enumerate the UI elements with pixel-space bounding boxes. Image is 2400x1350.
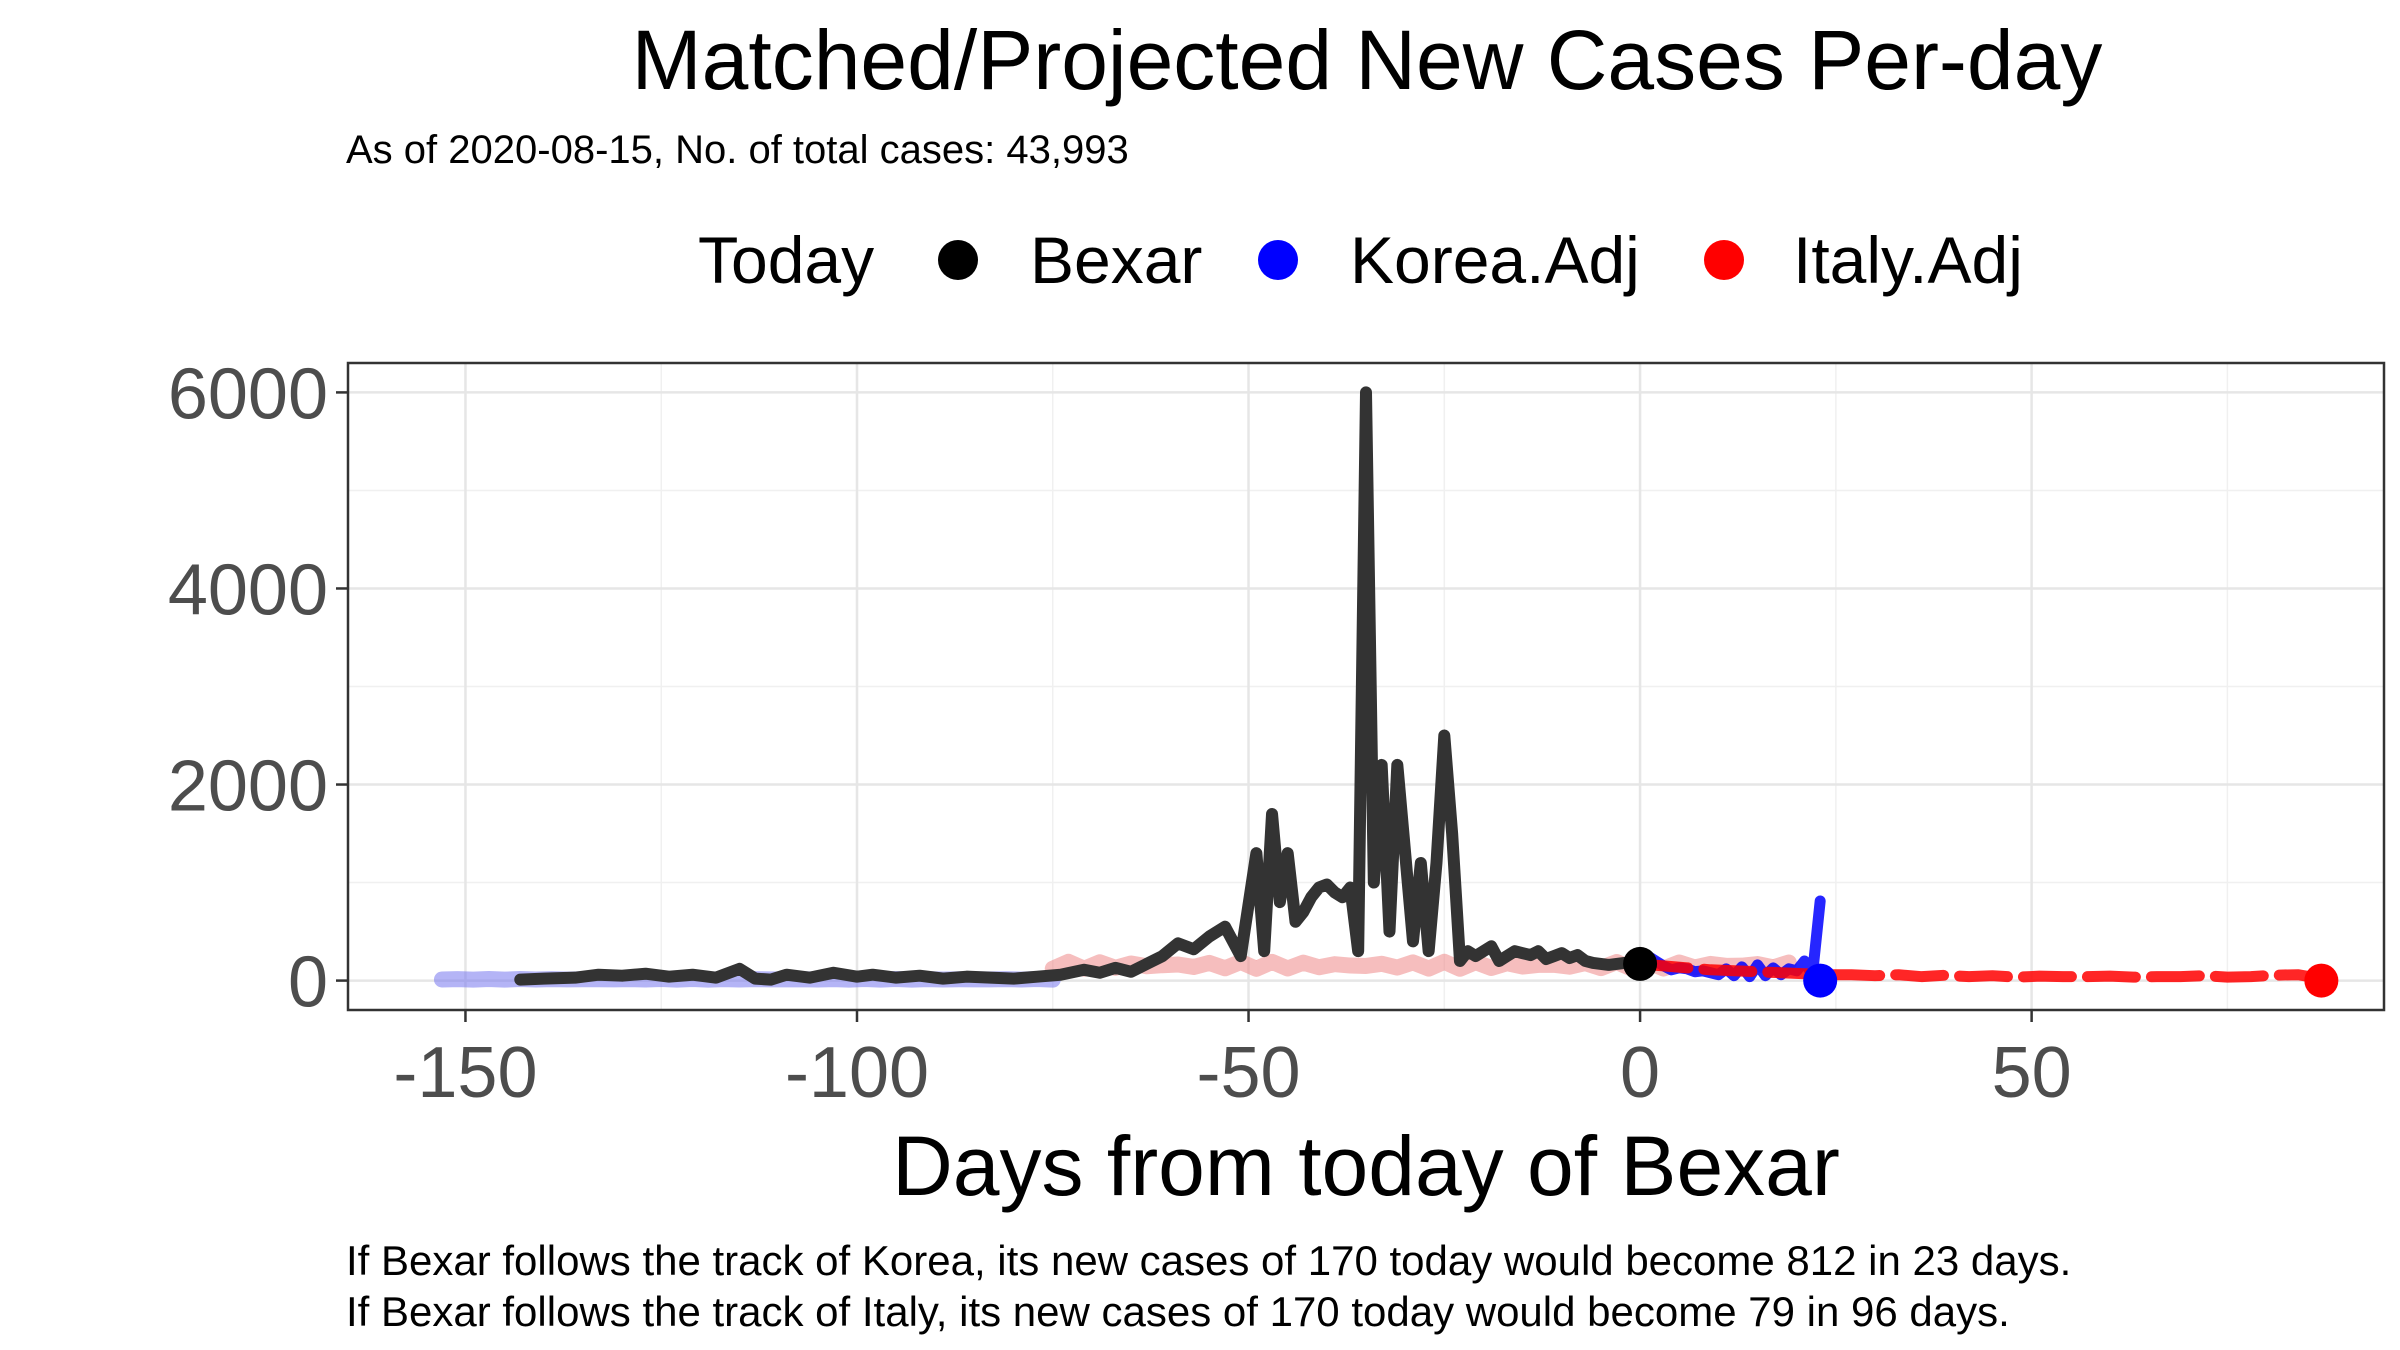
legend-label-korea: Korea.Adj: [1350, 223, 1640, 297]
series-lines: [514, 386, 2327, 986]
today-markers: [1623, 946, 2339, 998]
series-line-italy-adj: [1634, 958, 2327, 985]
legend-dot-italy: [1704, 240, 1744, 280]
marker-korea-adj: [1803, 963, 1838, 998]
chart-subtitle: As of 2020-08-15, No. of total cases: 43…: [346, 128, 1129, 172]
x-axis-label: Days from today of Bexar: [892, 1119, 1840, 1213]
y-tick-label: 6000: [168, 354, 328, 434]
caption-korea: If Bexar follows the track of Korea, its…: [346, 1237, 2072, 1284]
marker-italy-adj: [2304, 963, 2339, 998]
y-axis: 0 2000 4000 6000: [168, 354, 348, 1023]
legend-label-italy: Italy.Adj: [1793, 223, 2023, 297]
chart-title: Matched/Projected New Cases Per-day: [631, 13, 2103, 107]
marker-bexar: [1623, 946, 1658, 981]
legend: Today Bexar Korea.Adj Italy.Adj: [0, 215, 2400, 305]
y-tick-label: 4000: [168, 550, 328, 630]
x-tick-label: 50: [1992, 1033, 2072, 1113]
x-tick-label: -100: [785, 1033, 929, 1113]
y-tick-label: 0: [288, 943, 328, 1023]
legend-title: Today: [698, 223, 875, 297]
caption-italy: If Bexar follows the track of Italy, its…: [346, 1288, 2010, 1335]
x-tick-label: -50: [1197, 1033, 1301, 1113]
x-axis: -150 -100 -50 0 50: [393, 1010, 2072, 1113]
legend-dot-korea: [1258, 240, 1298, 280]
series-line-bexar: [514, 386, 1647, 986]
x-tick-label: 0: [1620, 1033, 1660, 1113]
y-tick-label: 2000: [168, 747, 328, 827]
x-tick-label: -150: [393, 1033, 537, 1113]
legend-dot-bexar: [938, 240, 978, 280]
plot-border: [346, 361, 2386, 1012]
legend-label-bexar: Bexar: [1030, 223, 1203, 297]
